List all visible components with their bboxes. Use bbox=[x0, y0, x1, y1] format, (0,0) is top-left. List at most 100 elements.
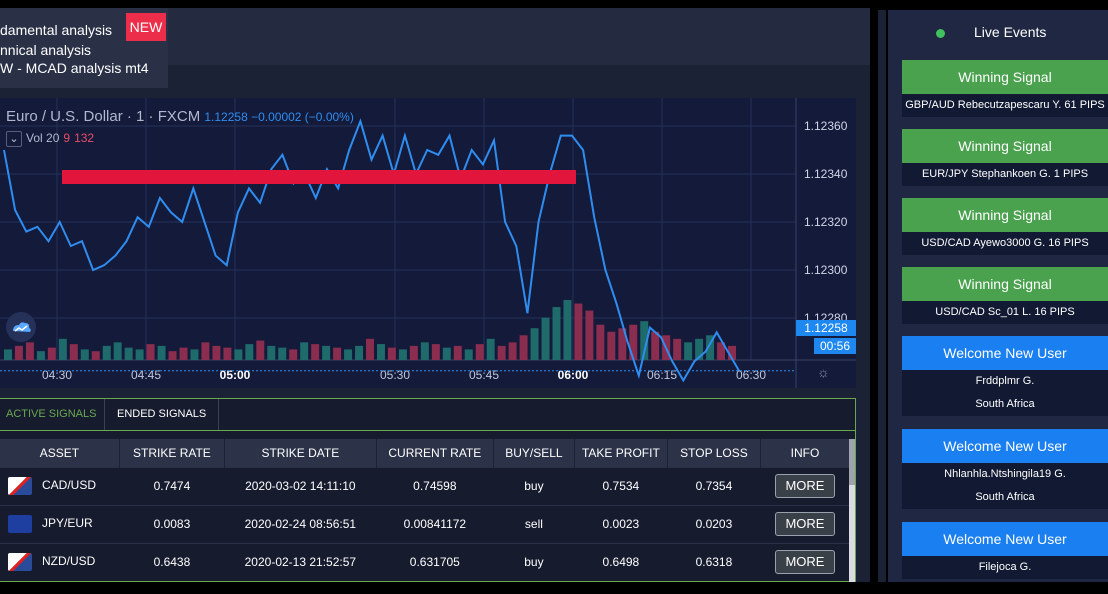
column-header[interactable]: BUY/SELL bbox=[493, 439, 575, 467]
event-heading: Welcome New User bbox=[902, 429, 1108, 463]
price-line bbox=[3, 118, 740, 383]
tab-active-signals[interactable]: ACTIVE SIGNALS bbox=[6, 408, 97, 420]
vol-value-a: 9 bbox=[63, 131, 71, 145]
event-detail: Frddplmr G. bbox=[902, 370, 1108, 393]
winning-signal-card: Winning Signal USD/CAD Ayewo3000 G. 16 PI… bbox=[902, 198, 1108, 255]
menu-item-fundamental[interactable]: damental analysis bbox=[0, 22, 113, 38]
volume-bar bbox=[563, 300, 572, 360]
event-detail: Filejoca G. bbox=[902, 556, 1108, 579]
asset-cell: JPY/EUR bbox=[0, 504, 120, 543]
menu-item-technical[interactable]: nnical analysis bbox=[0, 42, 92, 58]
event-heading: Winning Signal bbox=[902, 60, 1108, 94]
volume-bar bbox=[256, 340, 265, 360]
more-button[interactable]: MORE bbox=[774, 474, 835, 498]
volume-bar bbox=[453, 345, 462, 360]
current-rate-cell: 0.631705 bbox=[376, 542, 494, 581]
column-header[interactable]: ASSET bbox=[0, 439, 120, 467]
event-heading: Welcome New User bbox=[902, 336, 1108, 370]
take-profit-cell: 0.0023 bbox=[574, 504, 668, 543]
volume-bar bbox=[585, 310, 594, 360]
strike-date-cell: 2020-03-02 14:11:10 bbox=[224, 466, 377, 505]
table-scrollbar[interactable] bbox=[849, 439, 855, 582]
vol-label: Vol 20 bbox=[26, 131, 60, 145]
column-header[interactable]: STRIKE RATE bbox=[119, 439, 226, 467]
x-tick-label: 06:00 bbox=[558, 368, 589, 382]
live-events-panel: Live Events Winning Signal GBP/AUD Rebecu… bbox=[888, 10, 1108, 582]
current-price-tag: 1.12258 bbox=[796, 320, 856, 336]
volume-bar bbox=[333, 347, 342, 360]
chart-canvas[interactable]: 1.123601.123401.123201.123001.1228004:30… bbox=[0, 98, 856, 388]
column-header[interactable]: STRIKE DATE bbox=[224, 439, 377, 467]
volume-bar bbox=[168, 351, 177, 360]
volume-bar bbox=[311, 344, 320, 360]
volume-bar bbox=[431, 344, 440, 360]
menu-backdrop bbox=[168, 8, 870, 65]
take-profit-cell: 0.7534 bbox=[574, 466, 668, 505]
winning-signal-card: Winning Signal USD/CAD Sc_01 L. 16 PIPS bbox=[902, 267, 1108, 324]
current-rate-cell: 0.74598 bbox=[376, 466, 494, 505]
volume-bar bbox=[245, 344, 254, 360]
chart-title: Euro / U.S. Dollar · 1 · FXCM 1.12258 −0… bbox=[6, 108, 354, 125]
event-detail: South Africa bbox=[902, 393, 1108, 416]
asset-name: CAD/USD bbox=[42, 478, 97, 493]
buy-sell-cell: buy bbox=[493, 542, 575, 581]
volume-bar bbox=[387, 347, 396, 360]
nz-flag-icon bbox=[8, 553, 32, 572]
event-detail: USD/CAD Sc_01 L. 16 PIPS bbox=[902, 301, 1108, 324]
volume-bar bbox=[4, 349, 12, 360]
volume-bar bbox=[409, 345, 418, 360]
chart-symbol: Euro / U.S. Dollar · 1 · FXCM bbox=[6, 108, 201, 125]
asset-cell: NZD/USD bbox=[0, 542, 120, 581]
volume-bar bbox=[530, 328, 539, 360]
volume-bar bbox=[25, 342, 34, 360]
x-tick-label: 06:15 bbox=[647, 368, 677, 382]
volume-bar bbox=[234, 349, 243, 360]
tab-ended-signals[interactable]: ENDED SIGNALS bbox=[104, 399, 220, 430]
event-heading: Winning Signal bbox=[902, 198, 1108, 232]
gear-icon[interactable]: ☼ bbox=[817, 364, 830, 380]
column-header[interactable]: TAKE PROFIT bbox=[574, 439, 668, 467]
stop-loss-cell: 0.7354 bbox=[667, 466, 761, 505]
live-events-header: Live Events bbox=[888, 10, 1108, 54]
menu-item-mcad[interactable]: W - MCAD analysis mt4 bbox=[0, 60, 149, 76]
column-header[interactable]: CURRENT RATE bbox=[376, 439, 494, 467]
event-heading: Welcome New User bbox=[902, 522, 1108, 556]
volume-bar bbox=[278, 347, 287, 360]
volume-bar bbox=[36, 351, 45, 360]
volume-bar bbox=[102, 345, 111, 360]
volume-bar bbox=[300, 342, 309, 360]
volume-bar bbox=[146, 344, 155, 360]
volume-bar bbox=[80, 349, 89, 360]
y-tick-label: 1.12340 bbox=[804, 167, 848, 181]
volume-bar bbox=[47, 347, 56, 360]
chevron-down-icon[interactable]: ⌄ bbox=[6, 131, 22, 147]
event-detail: Nhlanhla.Ntshingila19 G. bbox=[902, 463, 1108, 486]
asset-name: NZD/USD bbox=[42, 554, 96, 569]
vol-value-b: 132 bbox=[74, 131, 95, 145]
strike-date-cell: 2020-02-24 08:56:51 bbox=[224, 504, 377, 543]
event-detail: USD/CAD Ayewo3000 G. 16 PIPS bbox=[902, 232, 1108, 255]
column-header[interactable]: INFO bbox=[760, 439, 851, 467]
volume-bar bbox=[420, 342, 429, 360]
volume-bar bbox=[596, 324, 605, 360]
y-tick-label: 1.12360 bbox=[804, 119, 848, 133]
volume-bar bbox=[695, 338, 704, 360]
event-detail: GBP/AUD Rebecutzapescaru Y. 61 PIPS bbox=[902, 94, 1108, 117]
volume-bar bbox=[14, 345, 23, 360]
volume-bar bbox=[552, 307, 561, 360]
volume-bar bbox=[355, 345, 364, 360]
price-chart[interactable]: 1.12360 1.12340 1.12320 1.12300 1.12280 04:30… bbox=[0, 98, 856, 388]
strike-date-cell: 2020-02-13 21:52:57 bbox=[224, 542, 377, 581]
asset-name: JPY/EUR bbox=[42, 516, 93, 531]
volume-bar bbox=[113, 342, 122, 360]
volume-bar bbox=[124, 347, 133, 360]
scrollbar-thumb[interactable] bbox=[849, 439, 855, 485]
volume-bar bbox=[212, 345, 221, 360]
asset-cell: CAD/USD bbox=[0, 466, 120, 505]
volume-bar bbox=[179, 347, 188, 360]
more-button[interactable]: MORE bbox=[774, 512, 835, 536]
more-button[interactable]: MORE bbox=[774, 550, 835, 575]
column-header[interactable]: STOP LOSS bbox=[667, 439, 761, 467]
volume-bar bbox=[640, 321, 649, 360]
current-rate-cell: 0.00841172 bbox=[376, 504, 494, 543]
